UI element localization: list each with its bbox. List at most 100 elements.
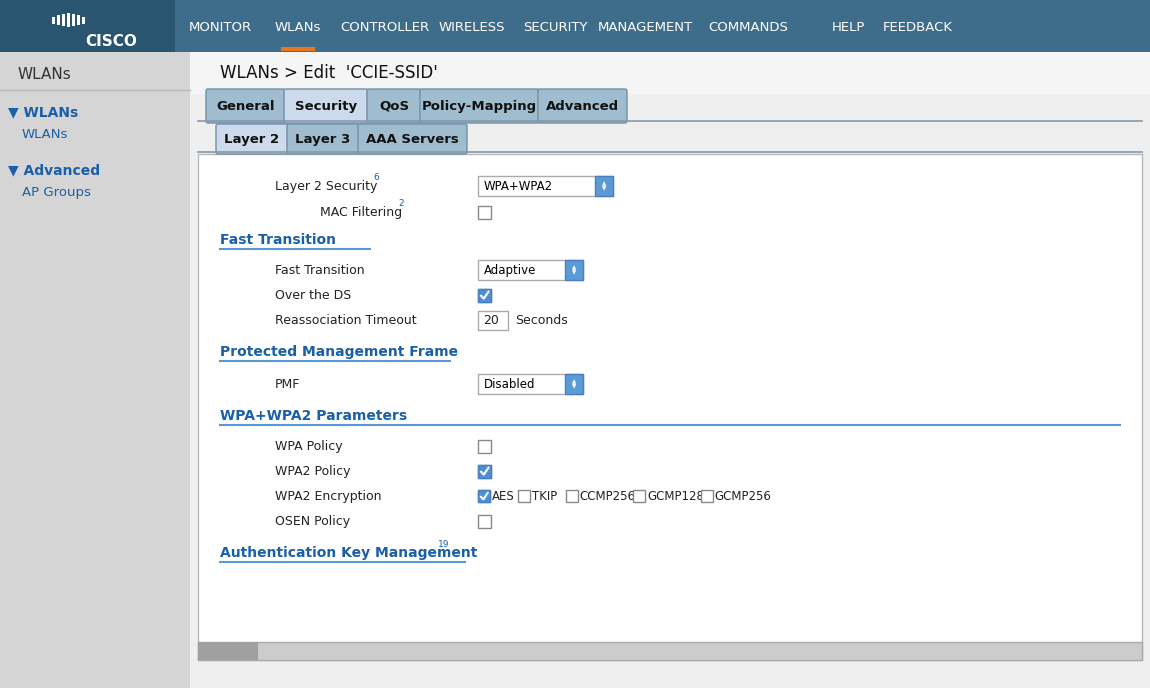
FancyBboxPatch shape [206, 89, 285, 123]
Text: AAA Servers: AAA Servers [366, 133, 459, 145]
Text: 6: 6 [373, 173, 378, 182]
Text: Layer 3: Layer 3 [296, 133, 351, 145]
Bar [82, 17, 85, 23]
Text: ▼ WLANs: ▼ WLANs [8, 105, 78, 119]
Text: Security: Security [294, 100, 356, 113]
Text: FEEDBACK: FEEDBACK [883, 21, 953, 34]
Text: ▼ Advanced: ▼ Advanced [8, 163, 100, 177]
Bar [478, 288, 491, 301]
Bar [478, 440, 491, 453]
FancyBboxPatch shape [288, 124, 359, 154]
Text: WPA Policy: WPA Policy [275, 440, 343, 453]
Text: Policy-Mapping: Policy-Mapping [422, 100, 537, 113]
Text: Advanced: Advanced [546, 100, 619, 113]
Bar [0, 0, 1150, 52]
Text: General: General [216, 100, 275, 113]
Bar [566, 490, 577, 502]
FancyBboxPatch shape [216, 124, 288, 154]
Text: Seconds: Seconds [515, 314, 568, 327]
Bar [478, 490, 490, 502]
Text: TKIP: TKIP [532, 489, 558, 502]
Bar [634, 490, 645, 502]
Text: 20: 20 [483, 314, 499, 327]
Bar [0, 52, 190, 688]
Bar [198, 154, 1142, 660]
Text: 19: 19 [438, 540, 450, 549]
FancyBboxPatch shape [367, 89, 421, 123]
Text: CONTROLLER: CONTROLLER [340, 21, 430, 34]
Text: MAC Filtering: MAC Filtering [320, 206, 402, 219]
Bar [565, 374, 583, 394]
Text: MONITOR: MONITOR [189, 21, 252, 34]
Text: WLANs: WLANs [22, 127, 68, 140]
Text: WPA+WPA2 Parameters: WPA+WPA2 Parameters [220, 409, 407, 423]
Text: Over the DS: Over the DS [275, 288, 351, 301]
Text: WPA+WPA2: WPA+WPA2 [484, 180, 553, 193]
Bar [478, 515, 491, 528]
Text: CCMP256: CCMP256 [580, 489, 636, 502]
Text: Disabled: Disabled [484, 378, 536, 391]
Text: OSEN Policy: OSEN Policy [275, 515, 350, 528]
Bar [478, 206, 491, 219]
Bar [478, 260, 583, 280]
Text: 2: 2 [398, 199, 404, 208]
Text: WPA2 Policy: WPA2 Policy [275, 464, 351, 477]
Text: ▲: ▲ [572, 265, 576, 270]
Text: PMF: PMF [275, 378, 300, 391]
Bar [198, 642, 258, 660]
Bar [58, 15, 60, 25]
Bar [0, 0, 175, 52]
Text: AES: AES [492, 489, 515, 502]
Bar [478, 490, 490, 502]
Text: WLANs: WLANs [275, 21, 321, 34]
Text: MANAGEMENT: MANAGEMENT [598, 21, 692, 34]
Bar [72, 14, 75, 26]
Bar [62, 14, 66, 26]
Text: WPA2 Encryption: WPA2 Encryption [275, 489, 382, 502]
Text: Protected Management Frame: Protected Management Frame [220, 345, 458, 359]
Bar [478, 374, 583, 394]
Text: GCMP256: GCMP256 [715, 489, 772, 502]
Text: HELP: HELP [831, 21, 865, 34]
Text: AP Groups: AP Groups [22, 186, 91, 199]
Text: Adaptive: Adaptive [484, 264, 536, 277]
Bar [198, 642, 1142, 660]
Text: ▼: ▼ [572, 384, 576, 389]
Text: Layer 2 Security: Layer 2 Security [275, 180, 377, 193]
Text: Reassociation Timeout: Reassociation Timeout [275, 314, 416, 327]
Text: ▼: ▼ [572, 270, 576, 275]
FancyBboxPatch shape [284, 89, 368, 123]
Bar [565, 260, 583, 280]
Text: Layer 2: Layer 2 [224, 133, 279, 145]
Bar [478, 176, 613, 196]
Text: GCMP128: GCMP128 [647, 489, 704, 502]
Bar [478, 288, 491, 301]
Text: ▲: ▲ [572, 379, 576, 384]
Bar [77, 15, 81, 25]
Text: ▼: ▼ [601, 186, 606, 191]
Bar [700, 490, 713, 502]
Text: Authentication Key Management: Authentication Key Management [220, 546, 477, 560]
Bar [67, 13, 70, 27]
Text: SECURITY: SECURITY [523, 21, 588, 34]
Bar [478, 311, 508, 330]
FancyBboxPatch shape [538, 89, 627, 123]
Text: WLANs > Edit  'CCIE-SSID': WLANs > Edit 'CCIE-SSID' [220, 64, 438, 82]
Text: QoS: QoS [380, 100, 409, 113]
Bar [478, 464, 491, 477]
FancyBboxPatch shape [358, 124, 467, 154]
Bar [190, 52, 1150, 688]
Text: WIRELESS: WIRELESS [439, 21, 505, 34]
Text: CISCO: CISCO [85, 34, 137, 48]
Bar [52, 17, 55, 23]
Bar [595, 176, 613, 196]
Bar [190, 52, 1150, 94]
Text: ▲: ▲ [601, 181, 606, 186]
Text: COMMANDS: COMMANDS [708, 21, 788, 34]
Text: WLANs: WLANs [18, 67, 71, 81]
Bar [478, 464, 491, 477]
Text: Fast Transition: Fast Transition [220, 233, 336, 247]
Text: Fast Transition: Fast Transition [275, 264, 365, 277]
Bar [519, 490, 530, 502]
FancyBboxPatch shape [420, 89, 539, 123]
